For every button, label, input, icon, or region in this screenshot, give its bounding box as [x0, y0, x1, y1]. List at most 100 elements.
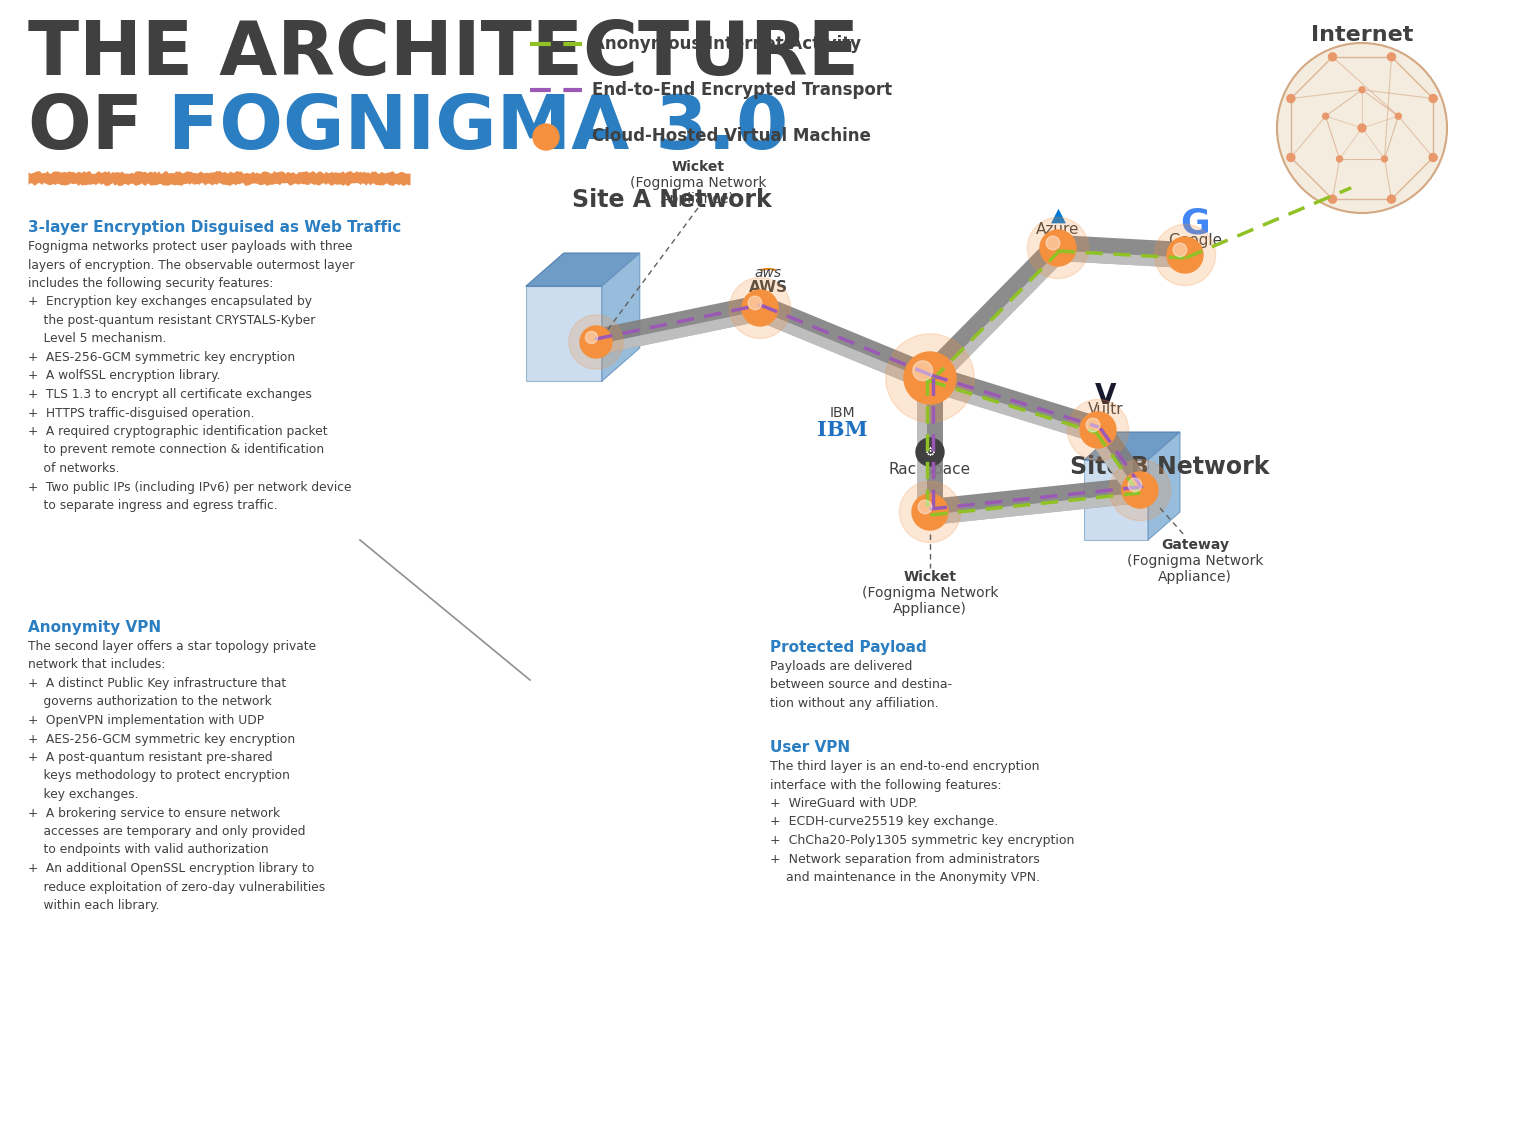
Polygon shape: [1087, 423, 1150, 497]
Polygon shape: [1147, 432, 1180, 540]
Polygon shape: [525, 253, 641, 286]
Polygon shape: [1057, 251, 1184, 268]
Text: Site B Network: Site B Network: [1071, 455, 1269, 479]
Circle shape: [1127, 478, 1141, 492]
Text: Anonymous Internet Activity: Anonymous Internet Activity: [591, 35, 862, 53]
Circle shape: [1387, 195, 1396, 203]
Circle shape: [1080, 412, 1117, 447]
Text: (Fognigma Network: (Fognigma Network: [1127, 554, 1263, 568]
Circle shape: [1336, 156, 1342, 162]
Text: Protected Payload: Protected Payload: [770, 640, 926, 655]
Circle shape: [915, 438, 945, 466]
Text: 3-layer Encryption Disguised as Web Traffic: 3-layer Encryption Disguised as Web Traf…: [28, 220, 401, 235]
Circle shape: [905, 353, 955, 405]
Circle shape: [1287, 154, 1295, 162]
Text: End-to-End Encrypted Transport: End-to-End Encrypted Transport: [591, 81, 892, 99]
Circle shape: [1028, 217, 1089, 279]
Circle shape: [1387, 53, 1396, 61]
Text: (Fognigma Network: (Fognigma Network: [630, 176, 766, 190]
Circle shape: [900, 481, 960, 542]
Circle shape: [1109, 460, 1170, 521]
Circle shape: [568, 315, 624, 370]
Circle shape: [1359, 87, 1366, 93]
Polygon shape: [602, 253, 641, 381]
Text: Cloud-Hosted Virtual Machine: Cloud-Hosted Virtual Machine: [591, 127, 871, 145]
Circle shape: [1167, 237, 1203, 273]
Text: Payloads are delivered
between source and destina-
tion without any affiliation.: Payloads are delivered between source an…: [770, 660, 952, 710]
Circle shape: [912, 360, 932, 381]
Polygon shape: [929, 477, 1141, 525]
Polygon shape: [932, 250, 1068, 388]
Text: Fognigma networks protect user payloads with three
layers of encryption. The obs: Fognigma networks protect user payloads …: [28, 240, 355, 512]
Text: Anonymity VPN: Anonymity VPN: [28, 620, 161, 635]
Text: The third layer is an end-to-end encryption
interface with the following feature: The third layer is an end-to-end encrypt…: [770, 760, 1074, 884]
Circle shape: [1068, 399, 1129, 461]
Polygon shape: [1057, 235, 1186, 268]
Circle shape: [730, 277, 791, 339]
Text: Internet: Internet: [1310, 25, 1413, 45]
Polygon shape: [917, 379, 943, 512]
Text: IBM: IBM: [817, 420, 868, 440]
Polygon shape: [931, 493, 1141, 525]
Text: Gateway: Gateway: [1161, 538, 1229, 551]
Text: Appliance): Appliance): [892, 602, 968, 616]
Text: Appliance): Appliance): [1158, 570, 1232, 584]
Circle shape: [1358, 124, 1366, 132]
Circle shape: [919, 501, 932, 514]
Circle shape: [886, 333, 974, 423]
Polygon shape: [1084, 460, 1147, 540]
Text: The second layer offers a star topology private
network that includes:
+  A dist: The second layer offers a star topology …: [28, 640, 326, 912]
Polygon shape: [920, 238, 1068, 388]
Circle shape: [1046, 236, 1060, 250]
Text: Wicket: Wicket: [903, 570, 957, 584]
Polygon shape: [525, 286, 602, 381]
Text: OF: OF: [28, 92, 169, 165]
Text: IBM: IBM: [829, 406, 856, 420]
Text: V: V: [1095, 382, 1117, 410]
Circle shape: [533, 124, 559, 150]
Text: THE ARCHITECTURE: THE ARCHITECTURE: [28, 18, 859, 92]
Polygon shape: [593, 295, 763, 355]
Polygon shape: [917, 379, 928, 512]
Circle shape: [1428, 95, 1438, 103]
Circle shape: [748, 296, 762, 310]
Polygon shape: [1087, 432, 1138, 497]
Text: Wicket: Wicket: [671, 160, 725, 174]
Circle shape: [1155, 225, 1215, 286]
Text: G: G: [1180, 207, 1210, 241]
Polygon shape: [756, 296, 935, 390]
Text: User VPN: User VPN: [770, 740, 849, 755]
Circle shape: [1395, 113, 1401, 119]
Circle shape: [1287, 95, 1295, 103]
Circle shape: [1329, 53, 1336, 61]
Text: FOGNIGMA 3.0: FOGNIGMA 3.0: [167, 92, 788, 165]
Circle shape: [585, 331, 598, 344]
Circle shape: [1174, 243, 1187, 257]
Circle shape: [1428, 154, 1438, 162]
Text: AWS: AWS: [748, 280, 788, 295]
Circle shape: [1086, 418, 1100, 432]
Circle shape: [1040, 231, 1077, 266]
Circle shape: [1322, 113, 1329, 119]
Polygon shape: [926, 381, 1097, 443]
Text: Vultr: Vultr: [1087, 402, 1124, 417]
Text: Rackspace: Rackspace: [889, 462, 971, 477]
Text: ⚙: ⚙: [925, 445, 935, 459]
Polygon shape: [926, 366, 1101, 443]
Circle shape: [1276, 43, 1447, 212]
Text: (Fognigma Network: (Fognigma Network: [862, 586, 998, 600]
Circle shape: [912, 494, 948, 530]
Circle shape: [742, 290, 779, 325]
Text: Google: Google: [1167, 233, 1223, 247]
Circle shape: [1381, 156, 1387, 162]
Circle shape: [1329, 195, 1336, 203]
Circle shape: [1121, 472, 1158, 508]
Polygon shape: [1084, 432, 1180, 460]
Text: Azure: Azure: [1037, 221, 1080, 237]
Circle shape: [581, 325, 611, 358]
Text: ▲: ▲: [1051, 206, 1066, 225]
Polygon shape: [596, 311, 763, 355]
Text: Appliance): Appliance): [660, 192, 734, 206]
Text: aws: aws: [754, 266, 782, 280]
Text: Site A Network: Site A Network: [571, 188, 771, 212]
